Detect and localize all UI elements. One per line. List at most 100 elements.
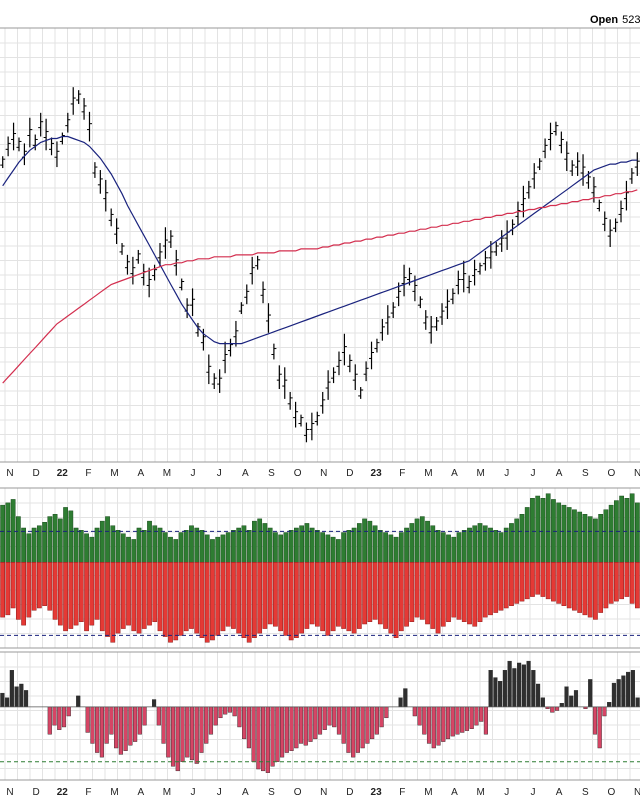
net-negative-bar — [166, 706, 171, 758]
price-bar — [575, 152, 581, 176]
breadth-down-bar — [446, 562, 451, 622]
price-bar — [271, 343, 277, 360]
price-bar — [428, 316, 434, 344]
net-negative-bar — [550, 706, 555, 713]
breadth-up-bar — [493, 530, 499, 563]
price-bar — [146, 267, 152, 298]
breadth-down-bar — [341, 562, 346, 629]
price-bar — [49, 137, 55, 156]
breadth-up-bar — [335, 539, 341, 563]
net-negative-bar — [47, 706, 52, 735]
breadth-down-bar — [493, 562, 499, 613]
net-negative-bar — [294, 706, 299, 749]
breadth-down-bar — [629, 562, 635, 604]
price-bar — [249, 256, 255, 285]
breadth-down-bar — [26, 562, 32, 618]
price-bar — [16, 137, 22, 152]
breadth-down-bar — [619, 562, 625, 600]
breadth-up-bar — [220, 534, 226, 563]
price-bar — [482, 250, 488, 271]
breadth-up-bar — [556, 502, 562, 563]
net-positive-bar — [559, 703, 564, 708]
net-positive-bar — [536, 683, 541, 708]
breadth-down-bar — [15, 562, 21, 620]
breadth-down-bar — [110, 562, 116, 643]
breadth-up-bar — [304, 523, 310, 563]
breadth-down-bar — [99, 562, 105, 632]
net-negative-bar — [441, 706, 446, 742]
breadth-down-bar — [0, 562, 5, 618]
breadth-down-bar — [189, 562, 194, 629]
breadth-down-bar — [530, 562, 535, 597]
price-bar — [32, 134, 38, 151]
price-bar — [439, 303, 445, 325]
net-positive-bar — [588, 679, 593, 708]
breadth-down-bar — [603, 562, 609, 609]
price-bar — [222, 341, 228, 374]
breadth-down-bar — [225, 562, 231, 627]
net-positive-bar — [76, 695, 81, 708]
breadth-down-bar — [587, 562, 593, 618]
net-positive-bar — [512, 668, 517, 708]
price-bar — [401, 264, 407, 297]
grid-lines — [0, 28, 640, 780]
breadth-down-bar — [320, 562, 325, 632]
price-bar — [341, 333, 347, 366]
net-x-tick-label: J — [531, 787, 536, 798]
open-label: Open — [590, 14, 619, 26]
net-negative-bar — [479, 706, 484, 722]
price-x-tick-label: J — [504, 468, 509, 479]
breadth-down-bar — [372, 562, 378, 620]
price-bar — [43, 118, 49, 151]
net-negative-bar — [123, 706, 128, 751]
net-negative-bar — [180, 706, 185, 762]
breadth-down-bar — [136, 562, 142, 634]
breadth-up-bar — [89, 536, 95, 563]
breadth-down-bar — [514, 562, 520, 604]
price-bar — [157, 243, 163, 267]
price-bar — [569, 160, 575, 176]
breadth-down-bar — [194, 562, 200, 634]
price-bar — [613, 218, 619, 233]
price-bar — [564, 141, 570, 172]
breadth-down-bar — [162, 562, 168, 637]
price-bar — [38, 112, 44, 137]
breadth-up-bar — [509, 523, 514, 563]
net-negative-bar — [66, 706, 71, 717]
net-x-tick-label: N — [634, 787, 640, 798]
breadth-down-bar — [472, 562, 478, 627]
breadth-up-bar — [78, 530, 84, 563]
net-positive-bar — [630, 670, 635, 708]
breadth-up-bar — [488, 527, 493, 563]
breadth-up-bar — [362, 518, 367, 563]
breadth-up-bar — [262, 523, 268, 563]
breadth-up-bar — [47, 516, 53, 563]
breadth-panel — [0, 493, 640, 643]
breadth-up-bar — [210, 539, 215, 563]
breadth-down-bar — [252, 562, 257, 638]
net-negative-bar — [332, 706, 337, 728]
x-axis-ticks: N D 22 F M A M J J A S O N D 23 F M A M J J A S O N N D 22 F M A M J J A S O… — [6, 468, 640, 798]
breadth-up-bar — [73, 527, 79, 563]
price-x-tick-label: M — [477, 468, 485, 479]
net-negative-bar — [308, 706, 313, 742]
net-negative-bar — [170, 706, 176, 767]
net-negative-bar — [597, 706, 602, 749]
net-positive-bar — [398, 697, 403, 708]
net-positive-bar — [507, 660, 512, 708]
breadth-down-bar — [461, 562, 467, 622]
price-x-tick-label: S — [582, 468, 589, 479]
net-x-tick-label: F — [85, 787, 91, 798]
breadth-up-bar — [635, 502, 640, 563]
price-bar — [92, 162, 98, 178]
price-x-tick-label: A — [556, 468, 563, 479]
breadth-up-bar — [624, 498, 630, 563]
net-positive-bar — [517, 662, 522, 708]
breadth-down-bar — [47, 562, 53, 611]
breadth-down-bar — [183, 562, 189, 632]
breadth-down-bar — [73, 562, 79, 626]
net-negative-bar — [90, 706, 95, 744]
net-negative-bar — [280, 706, 285, 758]
breadth-down-bar — [425, 562, 430, 625]
breadth-down-bar — [42, 562, 47, 606]
